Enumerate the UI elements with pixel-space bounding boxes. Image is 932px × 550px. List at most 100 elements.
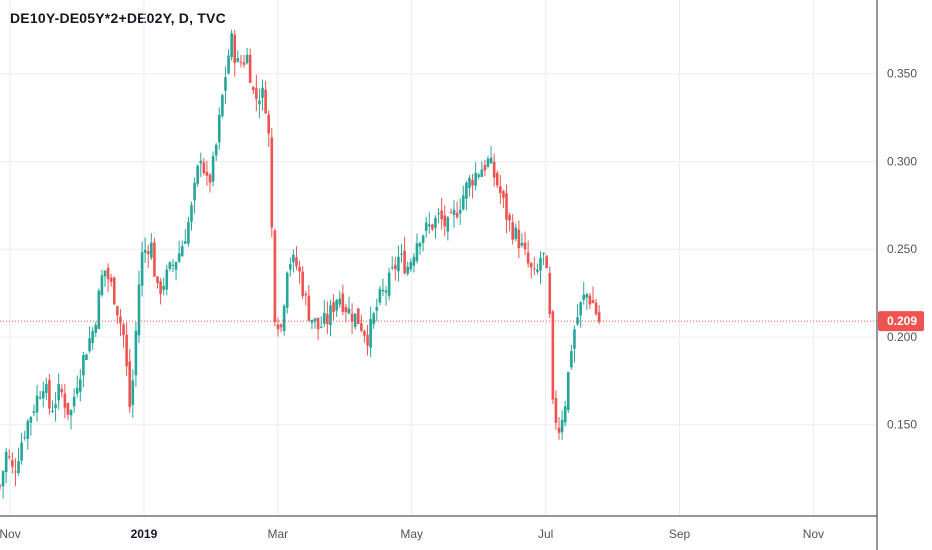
candle-184 xyxy=(566,371,570,413)
candle-38 xyxy=(116,305,119,324)
candle-191 xyxy=(588,292,592,309)
candle-68 xyxy=(208,173,212,193)
candle-182 xyxy=(560,410,564,440)
candle-113 xyxy=(347,296,351,315)
candle-160 xyxy=(492,153,496,187)
candle-166 xyxy=(511,214,514,245)
candle-140 xyxy=(431,223,434,232)
candle-64 xyxy=(196,164,199,187)
candle-32 xyxy=(97,288,101,329)
candle-63 xyxy=(193,177,196,214)
candle-156 xyxy=(480,161,484,178)
candle-108 xyxy=(332,294,335,321)
candle-18 xyxy=(54,392,57,422)
candle-33 xyxy=(100,269,104,297)
price-tick-1: 0.300 xyxy=(887,154,917,168)
candle-168 xyxy=(517,220,521,259)
candle-146 xyxy=(449,208,453,214)
candle-148 xyxy=(455,201,459,220)
candle-90 xyxy=(276,317,280,337)
candle-116 xyxy=(356,308,360,325)
candle-13 xyxy=(38,391,42,400)
candle-104 xyxy=(319,316,323,329)
candle-85 xyxy=(261,79,264,111)
candle-187 xyxy=(576,304,579,326)
last-price-badge-bg xyxy=(878,311,924,332)
candle-8 xyxy=(23,430,27,441)
candle-142 xyxy=(437,208,440,224)
candle-145 xyxy=(446,215,450,241)
candle-97 xyxy=(298,260,301,284)
candle-157 xyxy=(483,159,487,177)
candle-176 xyxy=(542,252,545,265)
candle-43 xyxy=(131,369,135,418)
candle-88 xyxy=(270,127,274,238)
candle-143 xyxy=(440,197,443,230)
candle-16 xyxy=(48,373,51,415)
candle-58 xyxy=(177,240,181,263)
candle-44 xyxy=(134,321,138,387)
candle-171 xyxy=(526,240,530,268)
candle-4 xyxy=(11,452,14,474)
candle-100 xyxy=(307,285,311,322)
candle-59 xyxy=(180,240,184,257)
candle-77 xyxy=(236,50,240,63)
candle-169 xyxy=(520,233,524,248)
candle-47 xyxy=(143,237,147,263)
candle-167 xyxy=(514,223,518,242)
candle-76 xyxy=(233,29,237,77)
candle-91 xyxy=(279,323,283,333)
candle-136 xyxy=(418,241,422,256)
candle-92 xyxy=(282,303,286,336)
candle-36 xyxy=(109,273,113,287)
candle-179 xyxy=(551,309,555,404)
candle-3 xyxy=(7,449,11,460)
time-tick-5: Sep xyxy=(669,527,691,541)
candle-35 xyxy=(106,263,110,293)
candle-65 xyxy=(199,152,203,177)
candle-153 xyxy=(471,173,474,199)
candle-70 xyxy=(214,143,218,161)
candle-175 xyxy=(539,251,542,284)
candle-21 xyxy=(63,383,67,419)
candle-87 xyxy=(267,110,271,147)
candle-11 xyxy=(32,404,36,417)
time-tick-3: May xyxy=(400,527,423,541)
last-price-label: 0.209 xyxy=(887,314,917,328)
candle-29 xyxy=(88,326,91,354)
candle-126 xyxy=(387,268,391,301)
price-axis[interactable]: 0.350 0.300 0.250 0.200 0.150 xyxy=(887,67,917,432)
candle-69 xyxy=(211,151,215,187)
candle-149 xyxy=(458,198,462,225)
time-tick-2: Mar xyxy=(267,527,288,541)
candle-84 xyxy=(258,88,261,119)
candle-132 xyxy=(406,261,409,276)
candle-131 xyxy=(403,236,406,275)
candle-31 xyxy=(94,321,98,337)
candle-series xyxy=(0,29,601,499)
candle-46 xyxy=(140,241,144,297)
candle-139 xyxy=(428,211,431,234)
price-tick-3: 0.200 xyxy=(887,330,917,344)
candle-95 xyxy=(292,249,295,273)
candle-74 xyxy=(227,49,230,75)
time-axis[interactable]: Nov 2019 Mar May Jul Sep Nov xyxy=(0,527,824,541)
candle-15 xyxy=(45,377,48,400)
candle-162 xyxy=(499,175,502,204)
candle-40 xyxy=(122,322,125,348)
candle-27 xyxy=(82,351,85,388)
candle-23 xyxy=(69,409,73,430)
candle-54 xyxy=(165,264,169,296)
candle-112 xyxy=(344,303,348,323)
candle-115 xyxy=(353,313,357,330)
price-tick-2: 0.250 xyxy=(887,242,917,256)
time-tick-1: 2019 xyxy=(131,527,158,541)
candle-173 xyxy=(533,256,536,276)
candle-37 xyxy=(112,276,116,306)
price-tick-4: 0.150 xyxy=(887,418,917,432)
candle-98 xyxy=(301,265,304,300)
price-tick-0: 0.350 xyxy=(887,67,917,81)
candle-129 xyxy=(397,245,400,282)
candle-152 xyxy=(468,175,471,197)
